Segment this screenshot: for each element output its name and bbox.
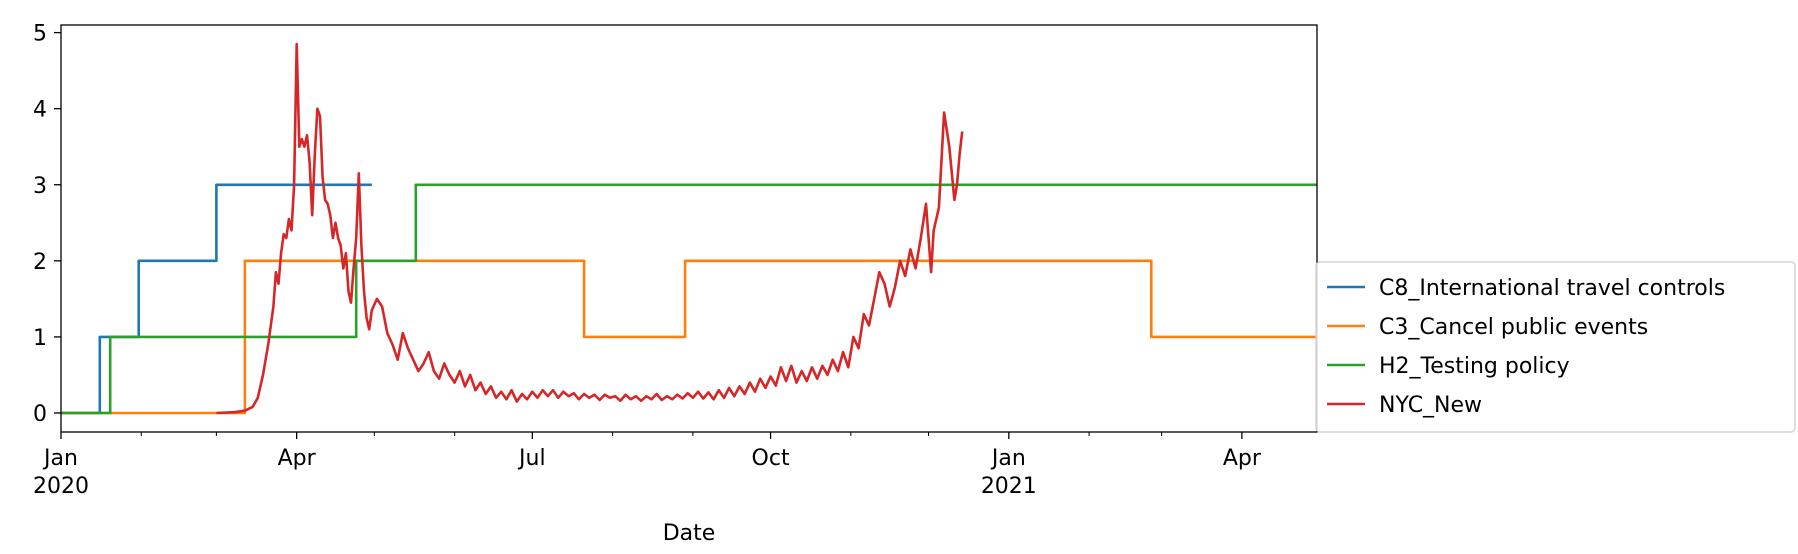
y-axis: 0 1 2 3 4 5 <box>33 22 61 427</box>
y-tick-label: 4 <box>33 98 47 123</box>
series-line-2 <box>61 183 1317 415</box>
legend-label-3: NYC_New <box>1379 393 1482 418</box>
legend-label-1: C3_Cancel public events <box>1379 315 1648 340</box>
y-tick-label: 1 <box>33 326 47 351</box>
y-tick-label: 0 <box>33 402 47 427</box>
x-tick-label: Apr <box>278 446 317 471</box>
series-line-0 <box>61 183 372 415</box>
x-axis-title: Date <box>663 521 716 546</box>
legend-label-2: H2_Testing policy <box>1379 354 1570 379</box>
plot-frame <box>60 24 1318 433</box>
x-tick-year-label: 2021 <box>981 474 1037 499</box>
x-tick-label: Oct <box>752 446 790 471</box>
plot-area <box>61 25 1317 432</box>
y-tick-label: 2 <box>33 250 47 275</box>
y-tick-label: 3 <box>33 174 47 199</box>
x-tick-year-label: 2020 <box>33 474 89 499</box>
x-axis: Jan 2020 Apr Jul Oct Jan 2021 Apr <box>33 432 1262 499</box>
legend: C8_International travel controls C3_Cance… <box>1315 261 1796 433</box>
legend-label-0: C8_International travel controls <box>1379 276 1725 301</box>
legend-frame <box>1315 261 1796 433</box>
series-layer <box>61 42 1317 415</box>
y-tick-label: 5 <box>33 22 47 47</box>
x-tick-label: Jul <box>517 446 546 471</box>
x-tick-label: Jan <box>990 446 1026 471</box>
series-line-3 <box>216 42 964 415</box>
x-tick-label: Jan <box>42 446 78 471</box>
x-tick-label: Apr <box>1223 446 1262 471</box>
